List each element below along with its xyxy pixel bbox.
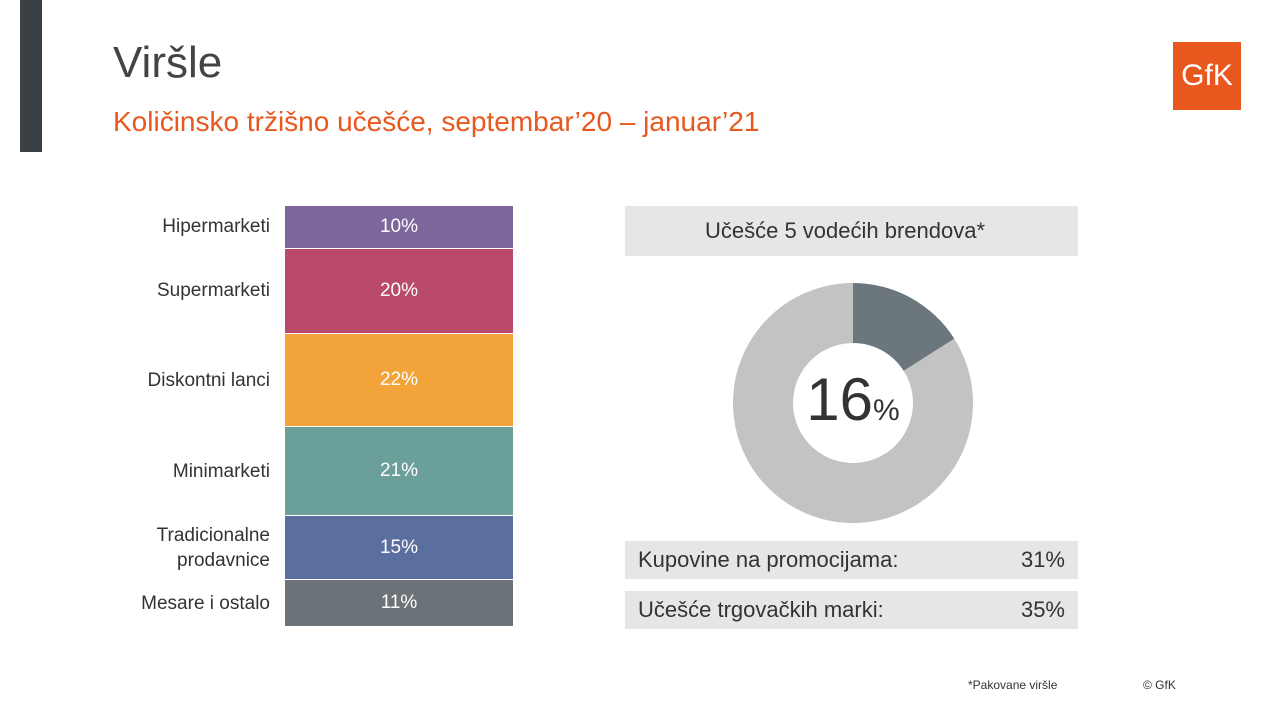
- stat-value: 31%: [1020, 547, 1065, 572]
- logo-text: GfK: [1181, 59, 1233, 92]
- bar-segment: 22%: [285, 333, 513, 428]
- donut-value: 16: [806, 366, 874, 433]
- stat-promotions: Kupovine na promocijama: 31%: [625, 541, 1078, 579]
- gfk-logo: GfK: [1173, 42, 1241, 110]
- stat-label: Kupovine na promocijama:: [638, 547, 899, 572]
- stat-value: 35%: [1020, 597, 1065, 622]
- page-title: Viršle: [113, 38, 223, 87]
- donut-unit: %: [873, 394, 900, 427]
- footnote: *Pakovane viršle: [968, 678, 1058, 692]
- category-label: Tradicionalne prodavnice: [156, 524, 270, 572]
- donut-title-box: Učešće 5 vodećih brendova*: [625, 206, 1078, 256]
- category-label: Diskontni lanci: [147, 369, 271, 391]
- donut-title: Učešće 5 vodećih brendova*: [704, 218, 986, 243]
- donut-slice: [853, 283, 955, 371]
- page-subtitle: Količinsko tržišno učešće, septembar’20 …: [113, 106, 760, 137]
- category-label: Supermarketi: [157, 280, 270, 302]
- stat-label: Učešće trgovačkih marki:: [638, 597, 884, 622]
- donut-slice: [733, 283, 973, 523]
- donut-center-label: 16%: [793, 365, 913, 434]
- bar-segment: 20%: [285, 248, 513, 334]
- copyright: © GfK: [1143, 678, 1176, 692]
- bar-segment: 11%: [285, 580, 513, 627]
- stat-private-labels: Učešće trgovačkih marki: 35%: [625, 591, 1078, 629]
- bar-segment: 15%: [285, 516, 513, 581]
- category-label: Minimarketi: [172, 460, 270, 482]
- donut-chart: [733, 283, 973, 523]
- category-label: Mesare i ostalo: [141, 592, 270, 614]
- bar-segment: 21%: [285, 427, 513, 517]
- bar-segment: 10%: [285, 206, 513, 249]
- category-label: Hipermarketi: [162, 216, 270, 238]
- accent-bar: [20, 0, 42, 152]
